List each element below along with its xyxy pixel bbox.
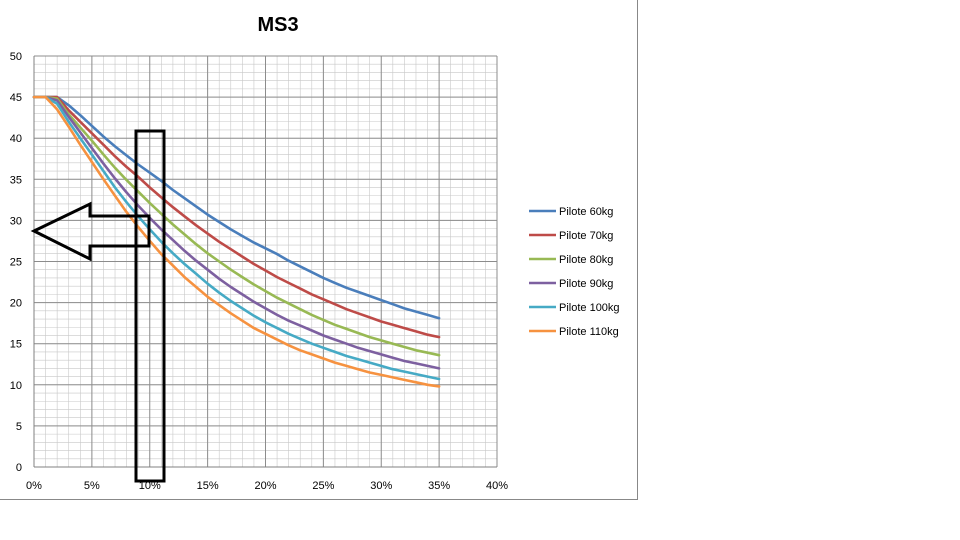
series-lines (32, 95, 441, 388)
y-tick-label: 10 (10, 380, 22, 392)
legend-label: Pilote 100kg (559, 302, 620, 314)
series-line-pilote-90kg (32, 95, 441, 370)
chart-frame: MS3 0 5 10 15 20 25 30 35 40 45 50 0% 5% 10% 15% 20% 25… (0, 0, 638, 500)
legend-label: Pilote 110kg (559, 326, 619, 338)
chart-svg: MS3 0 5 10 15 20 25 30 35 40 45 50 0% 5% 10% 15% 20% 25… (10, 14, 620, 492)
y-tick-label: 35 (10, 174, 22, 186)
y-tick-label: 40 (10, 133, 22, 145)
series-line-pilote-100kg (32, 95, 441, 381)
y-tick-label: 5 (16, 421, 22, 433)
x-tick-label: 25% (312, 480, 334, 492)
series-line-pilote-60kg (32, 95, 441, 320)
chart-title: MS3 (257, 14, 298, 36)
legend: Pilote 60kg Pilote 70kg Pilote 80kg Pilote … (529, 206, 620, 338)
x-tick-label: 30% (370, 480, 392, 492)
x-tick-label: 35% (428, 480, 450, 492)
annotations (30, 129, 166, 483)
left-arrow-annotation (30, 201, 151, 262)
y-tick-label: 30 (10, 215, 22, 227)
y-tick-label: 45 (10, 92, 22, 104)
x-tick-label: 10% (139, 480, 161, 492)
y-tick-label: 20 (10, 298, 22, 310)
y-tick-labels: 0 5 10 15 20 25 30 35 40 45 50 (10, 51, 22, 474)
y-tick-label: 50 (10, 51, 22, 63)
axes (33, 56, 497, 468)
x-tick-label: 15% (197, 480, 219, 492)
highlight-rectangle (134, 129, 166, 483)
series-line-pilote-110kg (32, 95, 441, 388)
series-line-pilote-70kg (32, 95, 441, 339)
y-tick-label: 25 (10, 257, 22, 269)
x-tick-label: 5% (84, 480, 100, 492)
y-tick-label: 15 (10, 339, 22, 351)
x-tick-label: 0% (26, 480, 42, 492)
legend-label: Pilote 90kg (559, 278, 613, 290)
legend-label: Pilote 70kg (559, 230, 613, 242)
x-tick-labels: 0% 5% 10% 15% 20% 25% 30% 35% 40% (26, 480, 508, 492)
x-tick-label: 20% (254, 480, 276, 492)
y-tick-label: 0 (16, 462, 22, 474)
legend-label: Pilote 60kg (559, 206, 613, 218)
legend-label: Pilote 80kg (559, 254, 613, 266)
x-tick-label: 40% (486, 480, 508, 492)
major-gridlines (33, 55, 498, 468)
series-line-pilote-80kg (32, 95, 441, 357)
